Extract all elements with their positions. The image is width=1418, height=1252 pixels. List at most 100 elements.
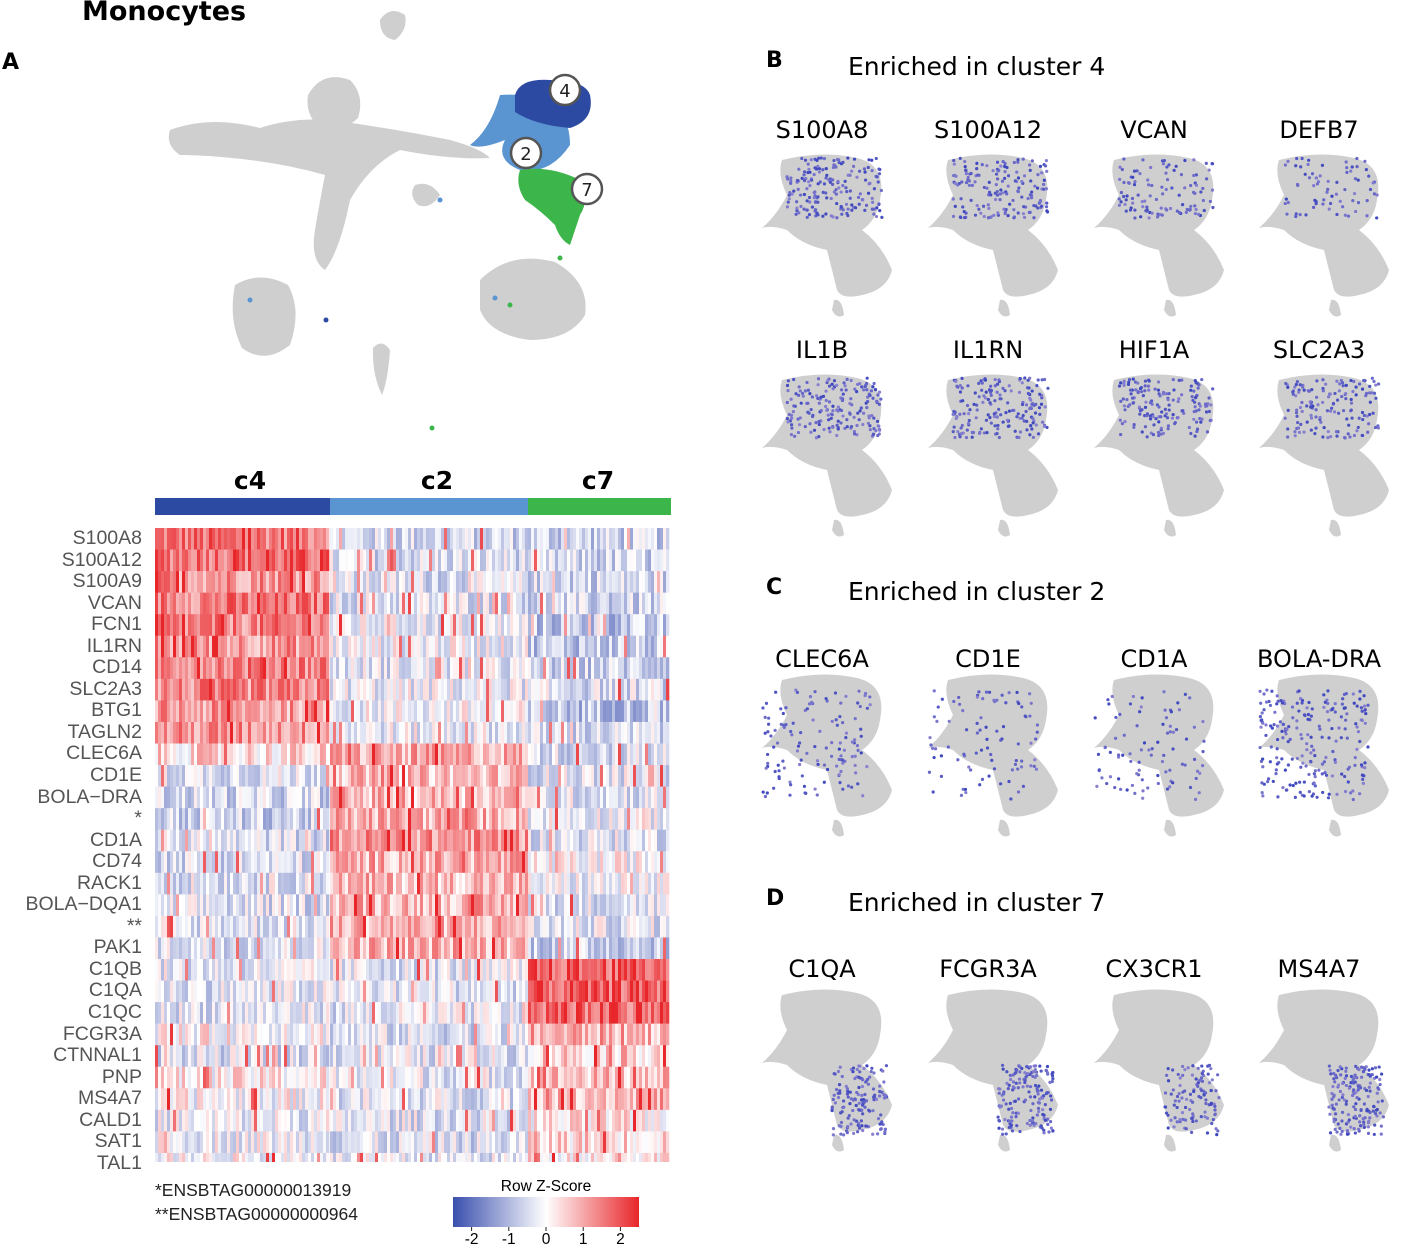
heatmap-cell xyxy=(414,829,418,852)
heatmap-cell xyxy=(236,592,240,615)
heatmap-cell xyxy=(609,765,613,787)
heatmap-cell xyxy=(621,937,625,960)
heatmap-cell xyxy=(372,1066,376,1089)
heatmap-cell xyxy=(516,592,520,615)
heatmap-cell xyxy=(453,1023,457,1046)
heatmap-cell xyxy=(164,571,168,593)
heatmap-cell xyxy=(323,786,327,809)
heatmap-cell xyxy=(627,808,631,830)
heatmap-cell xyxy=(495,1045,499,1068)
heatmap-cell xyxy=(528,1088,532,1111)
heatmap-cell xyxy=(290,765,294,787)
heatmap-cell xyxy=(348,786,352,809)
heatmap-cell xyxy=(453,851,457,874)
heatmap-cell xyxy=(396,1066,400,1089)
heatmap-cell xyxy=(585,1045,589,1068)
heatmap-cell xyxy=(663,786,667,809)
heatmap-cell xyxy=(660,678,664,701)
heatmap-cell xyxy=(299,786,303,809)
heatmap-cell xyxy=(615,549,619,572)
heatmap-cell xyxy=(582,635,586,658)
heatmap-cell xyxy=(465,1066,469,1089)
heatmap-cell xyxy=(567,829,571,852)
heatmap-cell xyxy=(450,657,454,680)
heatmap-cell xyxy=(206,528,210,550)
heatmap-cell xyxy=(513,851,517,874)
heatmap-cell xyxy=(477,1066,481,1089)
heatmap-cell xyxy=(624,657,628,680)
heatmap-cell xyxy=(203,1023,207,1046)
heatmap-cell xyxy=(299,721,303,744)
heatmap-cell xyxy=(402,959,406,981)
heatmap-cell xyxy=(182,959,186,981)
heatmap-cell xyxy=(636,549,640,572)
heatmap-cell xyxy=(591,980,595,1003)
heatmap-cell xyxy=(555,959,559,981)
heatmap-cell xyxy=(624,937,628,960)
heatmap-cell xyxy=(480,1109,484,1132)
heatmap-cell xyxy=(543,872,547,895)
heatmap-cell xyxy=(339,1088,343,1111)
heatmap-cell xyxy=(185,635,189,658)
heatmap-cell xyxy=(510,851,514,874)
heatmap-cell xyxy=(239,915,243,938)
heatmap-cell xyxy=(405,678,409,701)
heatmap-cell xyxy=(420,635,424,658)
heatmap-cell xyxy=(600,1109,604,1132)
heatmap-cell xyxy=(305,808,309,830)
heatmap-cell xyxy=(450,959,454,981)
heatmap-cell xyxy=(513,1109,517,1132)
heatmap-cell xyxy=(549,571,553,593)
heatmap-cell xyxy=(272,657,276,680)
heatmap-cell xyxy=(185,528,189,550)
heatmap-cell xyxy=(540,721,544,744)
heatmap-cell xyxy=(657,786,661,809)
heatmap-cell xyxy=(384,657,388,680)
heatmap-cell xyxy=(426,894,430,917)
heatmap-cell xyxy=(540,915,544,938)
heatmap-cell xyxy=(218,1045,222,1068)
heatmap-cell xyxy=(393,678,397,701)
heatmap-cell xyxy=(366,1002,370,1024)
heatmap-cell xyxy=(465,959,469,981)
heatmap-cell xyxy=(323,571,327,593)
heatmap-cell xyxy=(311,549,315,572)
heatmap-cell xyxy=(588,743,592,766)
heatmap-cell xyxy=(474,915,478,938)
heatmap-cell xyxy=(227,937,231,960)
heatmap-cell xyxy=(594,549,598,572)
heatmap-cell xyxy=(417,1023,421,1046)
heatmap-cell xyxy=(597,571,601,593)
heatmap-cell xyxy=(179,1002,183,1024)
heatmap-cell xyxy=(242,851,246,874)
heatmap-cell xyxy=(290,980,294,1003)
heatmap-cell xyxy=(537,894,541,917)
heatmap-cell xyxy=(233,528,237,550)
heatmap-cell xyxy=(336,872,340,895)
heatmap-cell xyxy=(666,678,670,701)
heatmap-cell xyxy=(471,915,475,938)
heatmap-cell xyxy=(558,678,562,701)
heatmap-cell xyxy=(369,1131,373,1154)
heatmap-cell xyxy=(567,1066,571,1089)
heatmap-cell xyxy=(191,808,195,830)
heatmap-cell xyxy=(236,894,240,917)
heatmap-cell xyxy=(594,915,598,938)
heatmap-cell xyxy=(185,1023,189,1046)
heatmap-cell xyxy=(287,549,291,572)
heatmap-cell xyxy=(429,592,433,615)
heatmap-cell xyxy=(474,872,478,895)
heatmap-cell xyxy=(450,614,454,637)
heatmap-cell xyxy=(209,635,213,658)
heatmap-cell xyxy=(393,851,397,874)
heatmap-cell xyxy=(369,937,373,960)
heatmap-cell xyxy=(369,959,373,981)
heatmap-cell xyxy=(215,743,219,766)
heatmap-cell xyxy=(585,614,589,637)
heatmap-cell xyxy=(405,1109,409,1132)
heatmap-cell xyxy=(498,657,502,680)
heatmap-cell xyxy=(263,657,267,680)
heatmap-cell xyxy=(263,614,267,637)
heatmap-cell xyxy=(251,1002,255,1024)
heatmap-cell xyxy=(558,786,562,809)
